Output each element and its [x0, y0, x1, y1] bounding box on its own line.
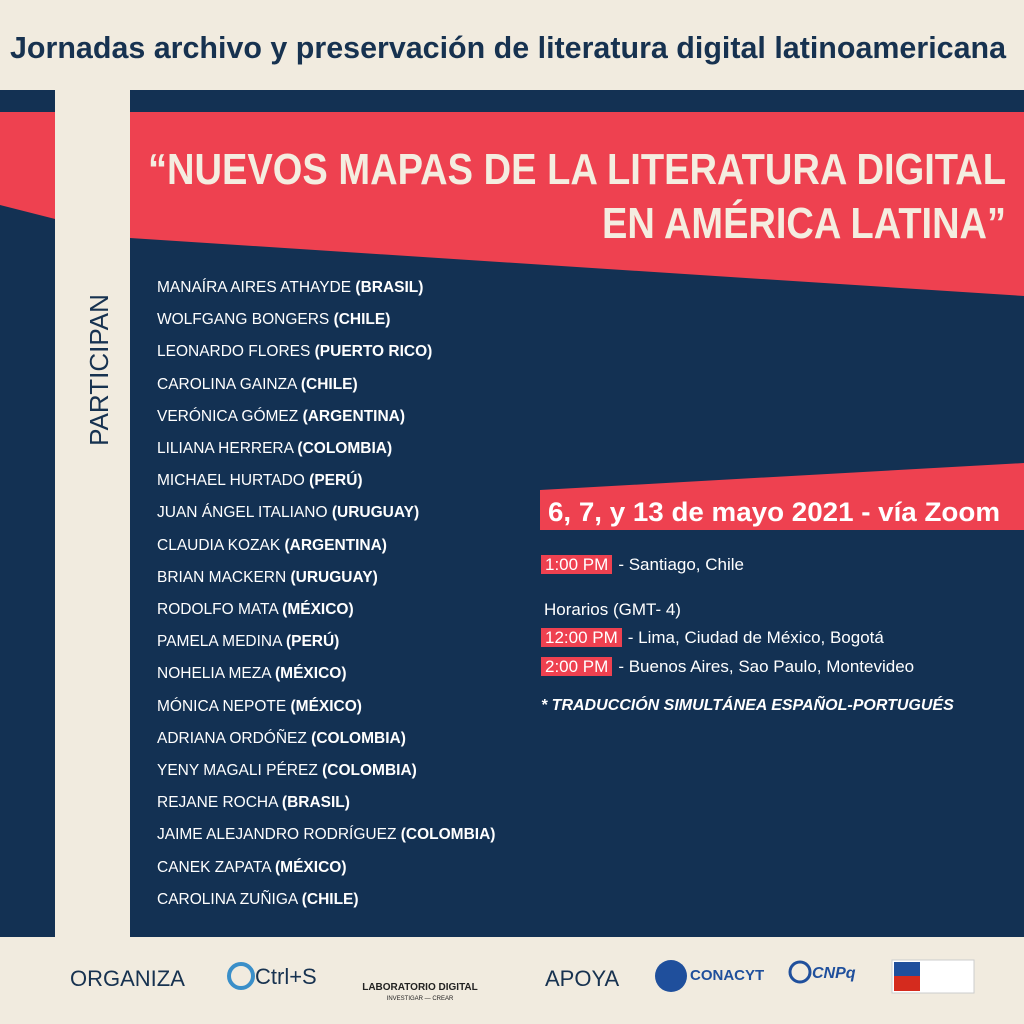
banner-line: “NUEVOS MAPAS DE LA LITERATURA DIGITAL	[148, 145, 1006, 194]
time-label: 1:00 PM	[541, 555, 613, 574]
participant-name: LILIANA HERRERA	[157, 440, 294, 457]
participant-name: CAROLINA ZUÑIGA	[157, 890, 298, 908]
event-date: 6, 7, y 13 de mayo 2021 - vía Zoom	[548, 497, 1000, 527]
organizer-sub: INVESTIGAR — CREAR	[387, 996, 454, 1002]
participant-country: (COLOMBIA)	[400, 826, 496, 844]
schedule-row: 12:00 PM - Lima, Ciudad de México, Bogotá	[541, 628, 884, 648]
participant: CLAUDIA KOZAK (ARGENTINA)	[157, 537, 387, 555]
participant-name: VERÓNICA GÓMEZ	[157, 407, 299, 425]
banner-line: EN AMÉRICA LATINA”	[602, 198, 1006, 248]
title-banner	[0, 112, 1024, 296]
participant-country: (BRASIL)	[355, 279, 424, 296]
participant-country: (BRASIL)	[281, 794, 350, 812]
participant-name: PAMELA MEDINA	[157, 633, 282, 651]
participant-name: BRIAN MACKERN	[157, 568, 287, 586]
participant-name: CAROLINA GAINZA	[157, 375, 297, 393]
place: - Lima, Ciudad de México, Bogotá	[627, 628, 884, 647]
participant-name: CANEK ZAPATA	[157, 858, 271, 876]
side-strip	[55, 90, 130, 937]
participant: JUAN ÁNGEL ITALIANO (URUGUAY)	[157, 504, 419, 522]
schedule-row: 1:00 PM - Santiago, Chile	[541, 555, 744, 575]
participant: JAIME ALEJANDRO RODRÍGUEZ (COLOMBIA)	[157, 826, 495, 844]
participant-name: LEONARDO FLORES	[157, 343, 311, 361]
participant: MICHAEL HURTADO (PERÚ)	[157, 472, 363, 490]
participant-country: (PERÚ)	[285, 633, 340, 651]
participant-country: (ARGENTINA)	[302, 407, 406, 425]
participant: MANAÍRA AIRES ATHAYDE (BRASIL)	[157, 279, 423, 297]
participant-country: (MÉXICO)	[282, 601, 354, 618]
participant: MÓNICA NEPOTE (MÉXICO)	[157, 698, 362, 716]
participant-country: (CHILE)	[333, 311, 391, 329]
participant: NOHELIA MEZA (MÉXICO)	[157, 665, 346, 683]
participant: BRIAN MACKERN (URUGUAY)	[157, 569, 378, 587]
participant-name: RODOLFO MATA	[157, 601, 278, 618]
header-title: Jornadas archivo y preservación de liter…	[10, 30, 1007, 65]
participant-name: CLAUDIA KOZAK	[157, 536, 281, 554]
participant-name: MANAÍRA AIRES ATHAYDE	[157, 279, 352, 296]
participant: ADRIANA ORDÓÑEZ (COLOMBIA)	[157, 730, 406, 748]
place: - Santiago, Chile	[618, 555, 744, 574]
logo-flag	[894, 976, 920, 991]
logo-icon	[788, 960, 812, 984]
date-banner	[540, 463, 1024, 530]
participant: REJANE ROCHA (BRASIL)	[157, 794, 350, 812]
participant-name: MICHAEL HURTADO	[157, 472, 305, 490]
participant-country: (MÉXICO)	[275, 665, 347, 683]
schedule-heading: Horarios (GMT- 4)	[544, 600, 681, 619]
participant-name: REJANE ROCHA	[157, 794, 278, 812]
participant-country: (COLOMBIA)	[297, 440, 393, 457]
side-label: PARTICIPAN	[84, 294, 114, 446]
participant-name: ADRIANA ORDÓÑEZ	[157, 729, 307, 747]
logo-icon	[227, 962, 255, 990]
supporter: CONACYT	[690, 967, 764, 984]
supporter: CNPq	[812, 965, 856, 982]
logo-icon	[655, 960, 687, 992]
organizer: LABORATORIO DIGITAL	[362, 982, 478, 993]
participant-country: (COLOMBIA)	[322, 762, 417, 779]
participant-country: (MÉXICO)	[290, 697, 362, 715]
participant: LILIANA HERRERA (COLOMBIA)	[157, 440, 392, 458]
participant-name: MÓNICA NEPOTE	[157, 697, 287, 715]
participant-country: (PERÚ)	[309, 472, 363, 490]
participant-name: JAIME ALEJANDRO RODRÍGUEZ	[157, 826, 397, 844]
participant-name: YENY MAGALI PÉREZ	[157, 762, 318, 779]
participant-name: NOHELIA MEZA	[157, 665, 271, 683]
time-label: 12:00 PM	[541, 628, 622, 647]
participant: PAMELA MEDINA (PERÚ)	[157, 633, 339, 651]
participant-country: (URUGUAY)	[331, 504, 420, 522]
participant: VERÓNICA GÓMEZ (ARGENTINA)	[157, 408, 405, 426]
participant-country: (CHILE)	[300, 375, 358, 393]
participant-name: WOLFGANG BONGERS	[157, 311, 330, 329]
apoya-label: APOYA	[545, 966, 620, 991]
schedule-row: 2:00 PM - Buenos Aires, Sao Paulo, Montev…	[541, 657, 914, 677]
participant: RODOLFO MATA (MÉXICO)	[157, 601, 354, 619]
organiza-label: ORGANIZA	[70, 966, 185, 991]
organizer: Ctrl+S	[255, 964, 317, 989]
participant: CAROLINA ZUÑIGA (CHILE)	[157, 891, 359, 909]
participant-country: (URUGUAY)	[290, 568, 378, 586]
participant-country: (MÉXICO)	[275, 858, 347, 876]
participant-country: (COLOMBIA)	[311, 729, 406, 747]
participant: WOLFGANG BONGERS (CHILE)	[157, 311, 390, 329]
participant-country: (ARGENTINA)	[284, 536, 387, 554]
participant: LEONARDO FLORES (PUERTO RICO)	[157, 343, 432, 361]
participant-country: (PUERTO RICO)	[314, 343, 433, 361]
participant: CAROLINA GAINZA (CHILE)	[157, 376, 358, 394]
time-label: 2:00 PM	[541, 657, 613, 676]
participant: CANEK ZAPATA (MÉXICO)	[157, 859, 346, 877]
place: - Buenos Aires, Sao Paulo, Montevideo	[618, 657, 915, 676]
participant-name: JUAN ÁNGEL ITALIANO	[157, 504, 328, 522]
participant: YENY MAGALI PÉREZ (COLOMBIA)	[157, 762, 417, 780]
participant-country: (CHILE)	[301, 890, 359, 908]
note: * TRADUCCIÓN SIMULTÁNEA ESPAÑOL-PORTUGUÉ…	[541, 694, 954, 714]
